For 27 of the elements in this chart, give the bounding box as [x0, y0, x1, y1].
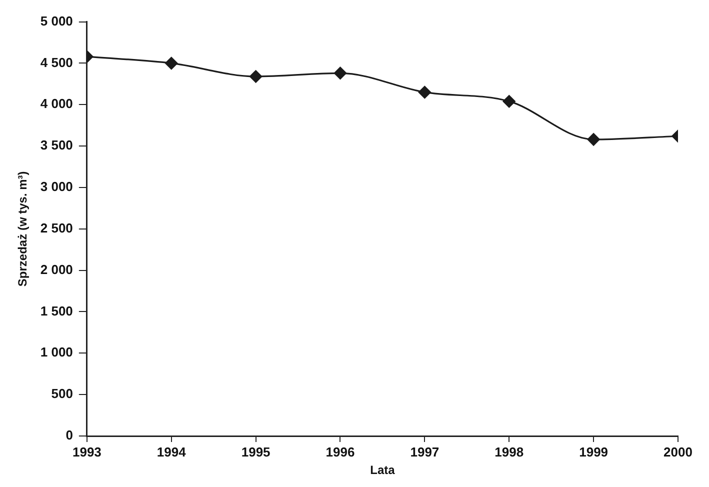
- y-tick-label: 3 000: [40, 179, 73, 194]
- y-tick-label: 2 000: [40, 262, 73, 277]
- y-tick-label: 0: [66, 428, 73, 443]
- y-axis-title: Sprzedaż (w tys. m³): [16, 171, 30, 287]
- x-tick-label: 1996: [326, 444, 355, 460]
- y-tick-label: 4 500: [40, 54, 73, 70]
- x-axis-title: Lata: [370, 463, 396, 478]
- y-tick-label: 2 500: [40, 220, 73, 236]
- y-tick-label: 1 500: [40, 303, 73, 318]
- point: [502, 95, 516, 108]
- point: [418, 86, 431, 99]
- y-tick-label: 500: [51, 386, 73, 402]
- x-tick-label: 1993: [72, 444, 102, 460]
- point: [334, 66, 347, 80]
- x-tick-label: 1997: [410, 444, 440, 460]
- y-tick-label: 4 000: [40, 96, 73, 112]
- y-tick-label: 5 000: [40, 13, 73, 28]
- y-tick-label: 1 000: [40, 344, 73, 360]
- point: [165, 56, 178, 70]
- x-tick-label: 1999: [579, 444, 608, 460]
- point: [250, 70, 262, 83]
- x-tick-label: 1998: [494, 444, 524, 460]
- y-tick-label: 3 500: [40, 138, 73, 153]
- x-tick-label: 2000: [664, 444, 692, 460]
- x-tick-label: 1995: [241, 444, 270, 460]
- point: [587, 133, 600, 146]
- x-tick-label: 1994: [156, 444, 187, 460]
